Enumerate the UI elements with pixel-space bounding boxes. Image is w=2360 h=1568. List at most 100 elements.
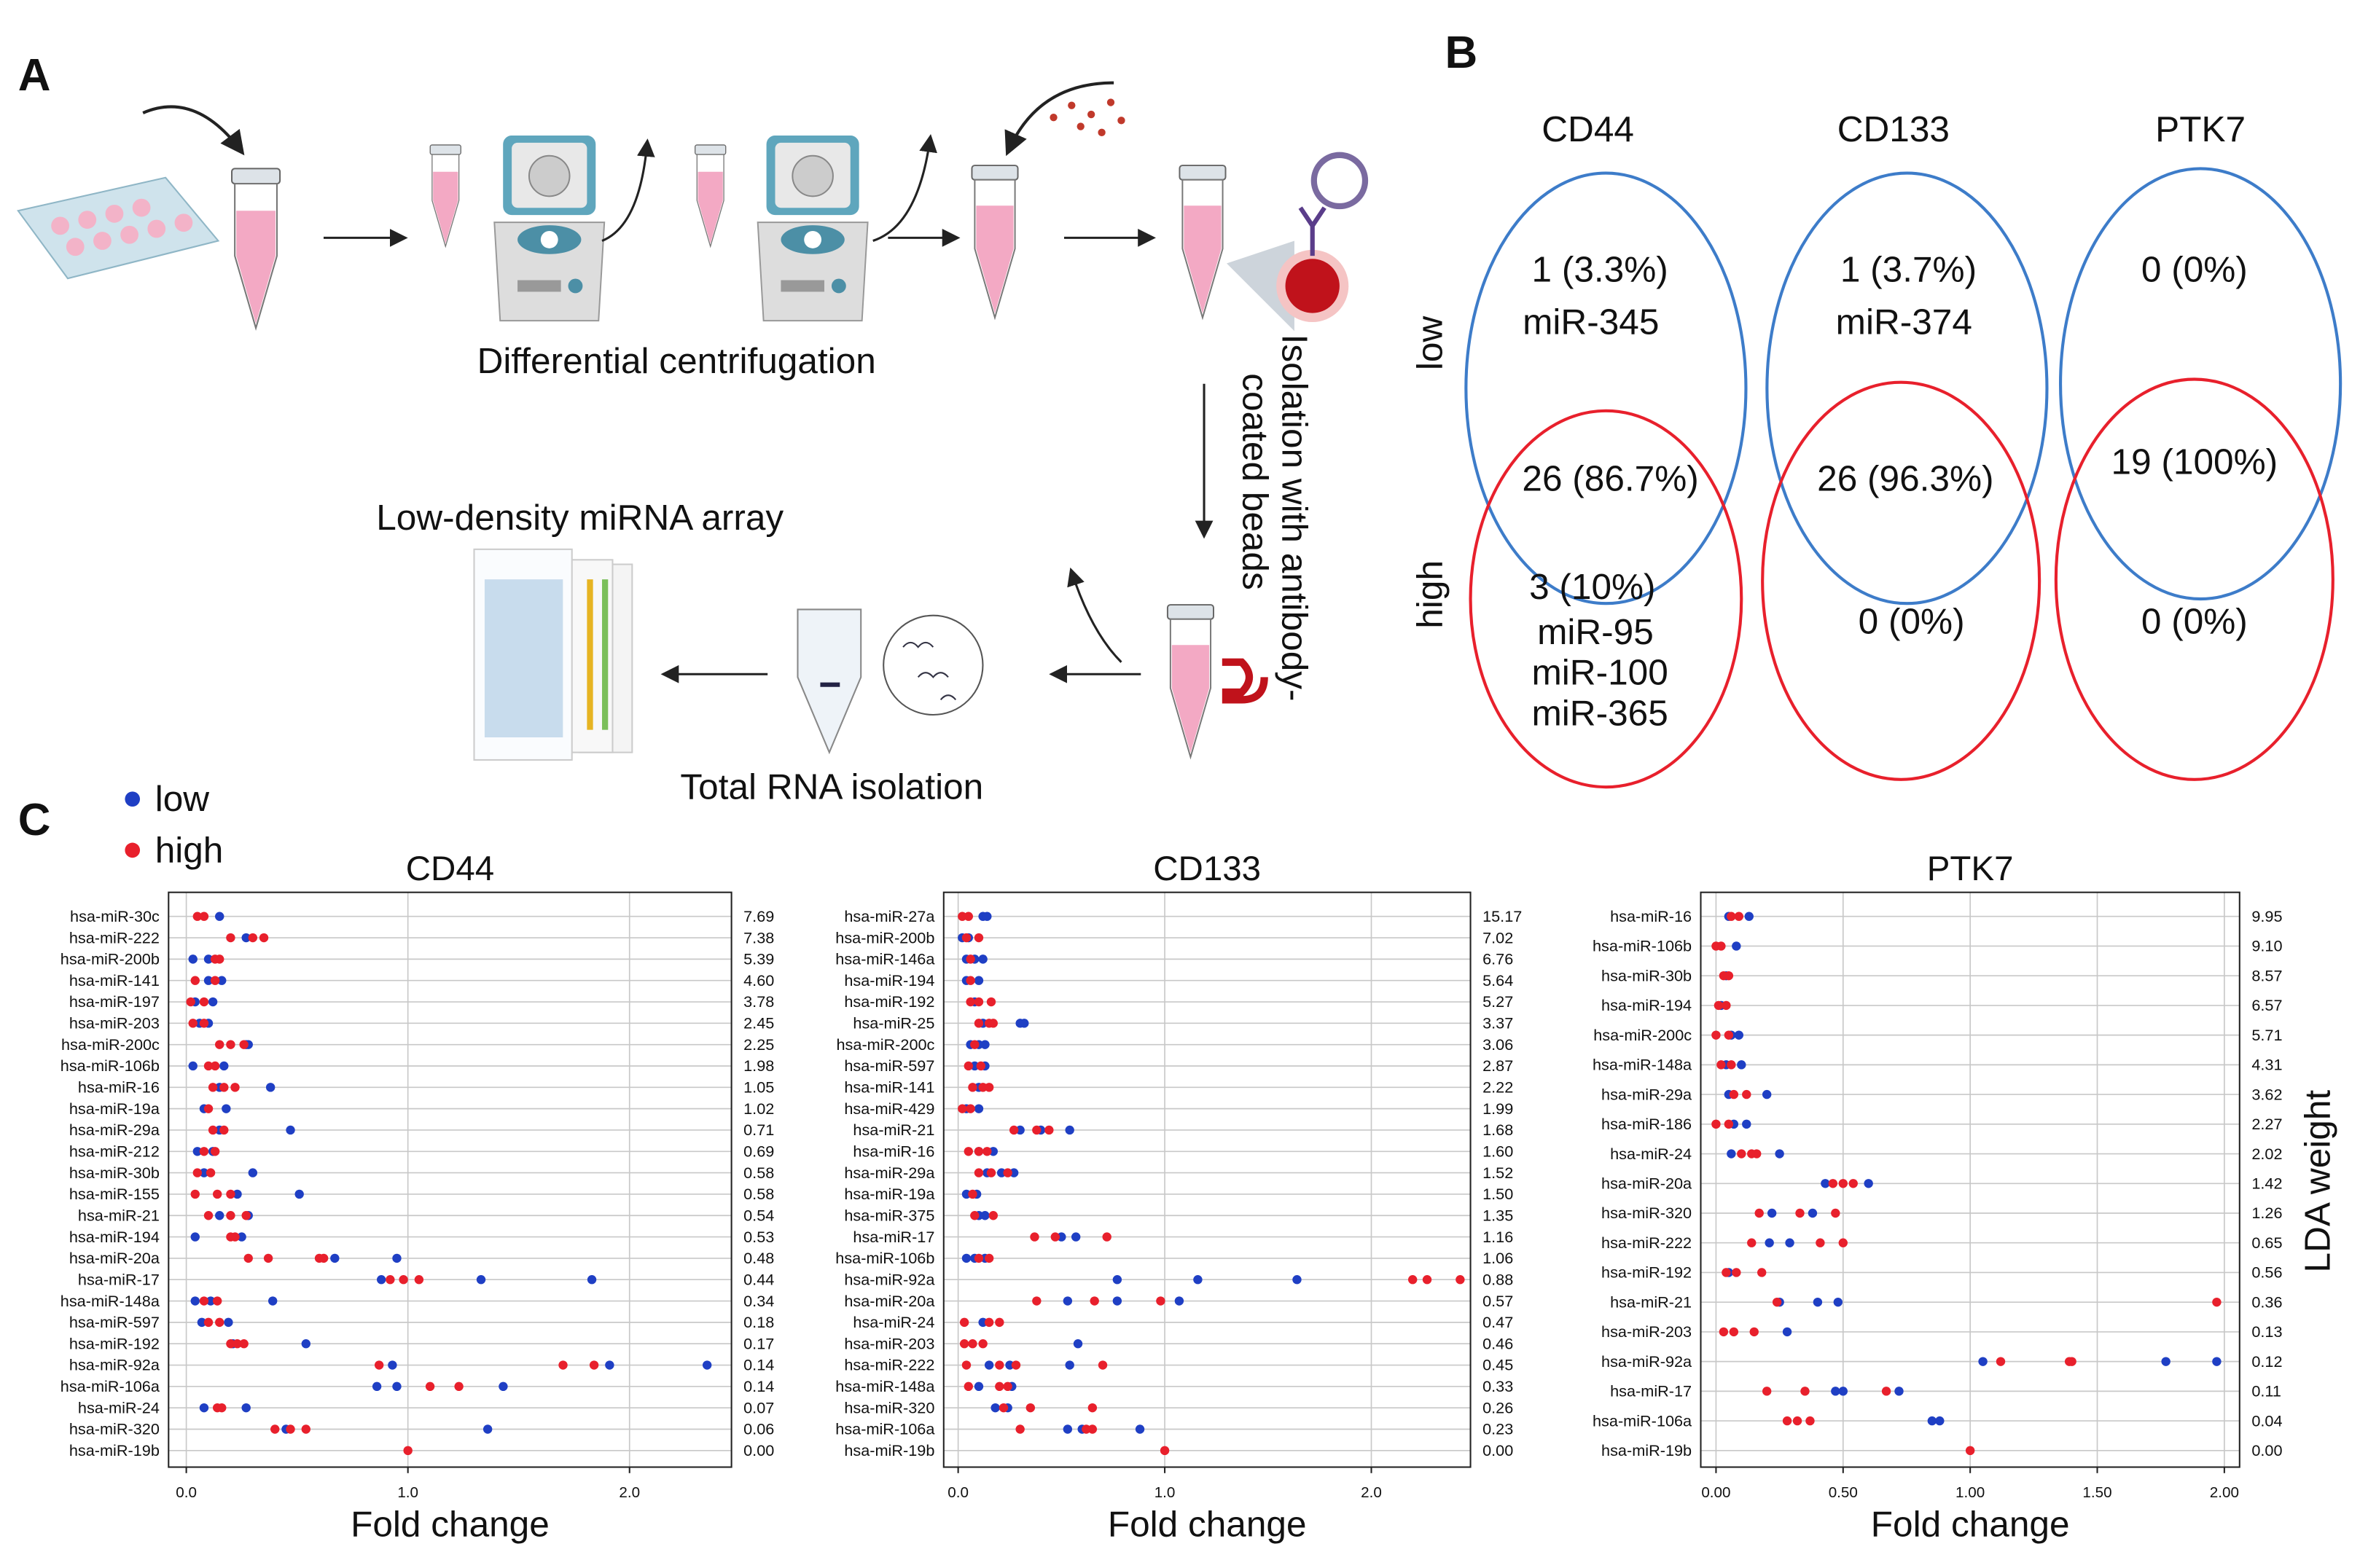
- lda-weight: 2.22: [1482, 1078, 1513, 1097]
- lda-weight: 0.54: [743, 1206, 774, 1224]
- dot: [1102, 1232, 1111, 1242]
- dot: [1729, 1089, 1739, 1099]
- y-tick-label: hsa-miR-19a: [844, 1185, 935, 1203]
- dot: [392, 1253, 402, 1263]
- lda-weight: 0.13: [2251, 1322, 2282, 1341]
- dot: [1005, 1360, 1015, 1370]
- y-tick-label: hsa-miR-17: [853, 1228, 934, 1246]
- dot: [974, 1168, 984, 1177]
- dot: [1894, 1387, 1904, 1396]
- dot: [1724, 1030, 1734, 1040]
- dot: [301, 1424, 311, 1434]
- y-tick-label: hsa-miR-320: [69, 1420, 160, 1438]
- lda-weight: 0.06: [743, 1420, 774, 1438]
- dot: [1156, 1296, 1165, 1306]
- dot: [241, 1211, 251, 1220]
- x-axis-label: Fold change: [351, 1504, 550, 1545]
- dot: [1722, 1268, 1731, 1277]
- dot: [482, 1424, 493, 1434]
- arrow: [872, 133, 937, 242]
- lda-weight: 0.11: [2251, 1382, 2281, 1400]
- dot: [319, 1253, 329, 1263]
- dot: [188, 1061, 198, 1071]
- y-tick-label: hsa-miR-200c: [61, 1035, 160, 1054]
- dot: [980, 1040, 990, 1049]
- dot: [1065, 1125, 1074, 1135]
- dot: [203, 1317, 214, 1328]
- dot: [268, 1296, 278, 1306]
- antibody: [1298, 206, 1326, 256]
- dot: [188, 954, 198, 964]
- lda-weight: 0.07: [743, 1398, 774, 1416]
- lda-weight: 0.00: [1482, 1441, 1513, 1459]
- dot: [330, 1253, 340, 1263]
- lda-weight: 4.31: [2251, 1056, 2282, 1074]
- dot: [1724, 1119, 1734, 1129]
- dot: [1090, 1296, 1099, 1306]
- dot: [215, 954, 224, 964]
- lda-weight: 0.33: [1482, 1377, 1513, 1395]
- lda-weight: 0.58: [743, 1185, 774, 1203]
- y-tick-label: hsa-miR-141: [844, 1078, 934, 1097]
- dot: [1112, 1275, 1122, 1285]
- y-tick-label: hsa-miR-320: [844, 1398, 934, 1416]
- y-tick-label: hsa-miR-24: [78, 1398, 160, 1416]
- mirna: miR-365: [1532, 692, 1668, 733]
- dot: [294, 1189, 304, 1199]
- dot: [1011, 1360, 1021, 1370]
- step-text: coated beads: [1235, 373, 1276, 590]
- dot: [984, 1083, 994, 1092]
- mirna: miR-100: [1532, 652, 1668, 693]
- y-tick-label: hsa-miR-200c: [1593, 1026, 1692, 1044]
- dot: [1927, 1416, 1937, 1426]
- lda-weight: 5.64: [1482, 971, 1513, 989]
- plot-frame: [1700, 891, 2240, 1468]
- dot: [219, 1125, 229, 1135]
- dot: [259, 933, 269, 943]
- dot: [248, 1168, 258, 1177]
- y-tick-label: hsa-miR-148a: [60, 1292, 160, 1310]
- panel-b: B CD44 CD133 PTK7 low high 1 (3.3%) miR-…: [1409, 28, 2343, 789]
- lda-weight: 0.46: [1482, 1334, 1513, 1352]
- dot: [1752, 1149, 1762, 1159]
- dot: [988, 1147, 999, 1156]
- y-tick-label: hsa-miR-16: [1610, 907, 1692, 925]
- dot: [1805, 1416, 1815, 1426]
- y-tick-label: hsa-miR-222: [844, 1356, 934, 1374]
- panel-a: A Isolation with antibody- coated beads …: [17, 50, 1369, 807]
- y-tick-label: hsa-miR-29a: [69, 1121, 160, 1139]
- y-tick-label: hsa-miR-194: [69, 1228, 160, 1246]
- lda-weight: 0.14: [743, 1377, 774, 1395]
- dot: [226, 1040, 235, 1049]
- y-tick-label: hsa-miR-106a: [1593, 1411, 1692, 1430]
- count: 0 (0%): [1859, 600, 1965, 641]
- y-tick-label: hsa-miR-19b: [1601, 1441, 1692, 1459]
- dot: [1160, 1446, 1170, 1456]
- dot: [1996, 1357, 2006, 1366]
- y-tick-label: hsa-miR-16: [853, 1142, 934, 1161]
- dot: [414, 1275, 424, 1285]
- dot: [1009, 1168, 1019, 1177]
- lda-weight: 2.45: [743, 1014, 774, 1032]
- dot: [1737, 1149, 1746, 1159]
- y-tick-label: hsa-miR-30b: [1601, 966, 1692, 984]
- dot: [1734, 1030, 1744, 1040]
- dot: [1831, 1208, 1840, 1218]
- lda-weight: 5.71: [2251, 1026, 2282, 1044]
- dot: [1782, 1327, 1792, 1337]
- dot: [1722, 1000, 1731, 1011]
- dot: [1775, 1149, 1784, 1159]
- lda-weight: 1.52: [1482, 1164, 1513, 1182]
- dot: [974, 997, 984, 1007]
- dot: [1762, 1387, 1772, 1396]
- dot: [1030, 1232, 1039, 1242]
- y-tick-label: hsa-miR-20a: [844, 1292, 935, 1310]
- dot: [208, 1083, 218, 1092]
- tube: [797, 608, 862, 755]
- dot: [197, 1317, 207, 1328]
- dot: [974, 976, 984, 985]
- arrow: [601, 138, 655, 242]
- centrifuge: [493, 135, 606, 322]
- dot: [964, 1061, 973, 1071]
- y-tick-label: hsa-miR-17: [1610, 1382, 1692, 1400]
